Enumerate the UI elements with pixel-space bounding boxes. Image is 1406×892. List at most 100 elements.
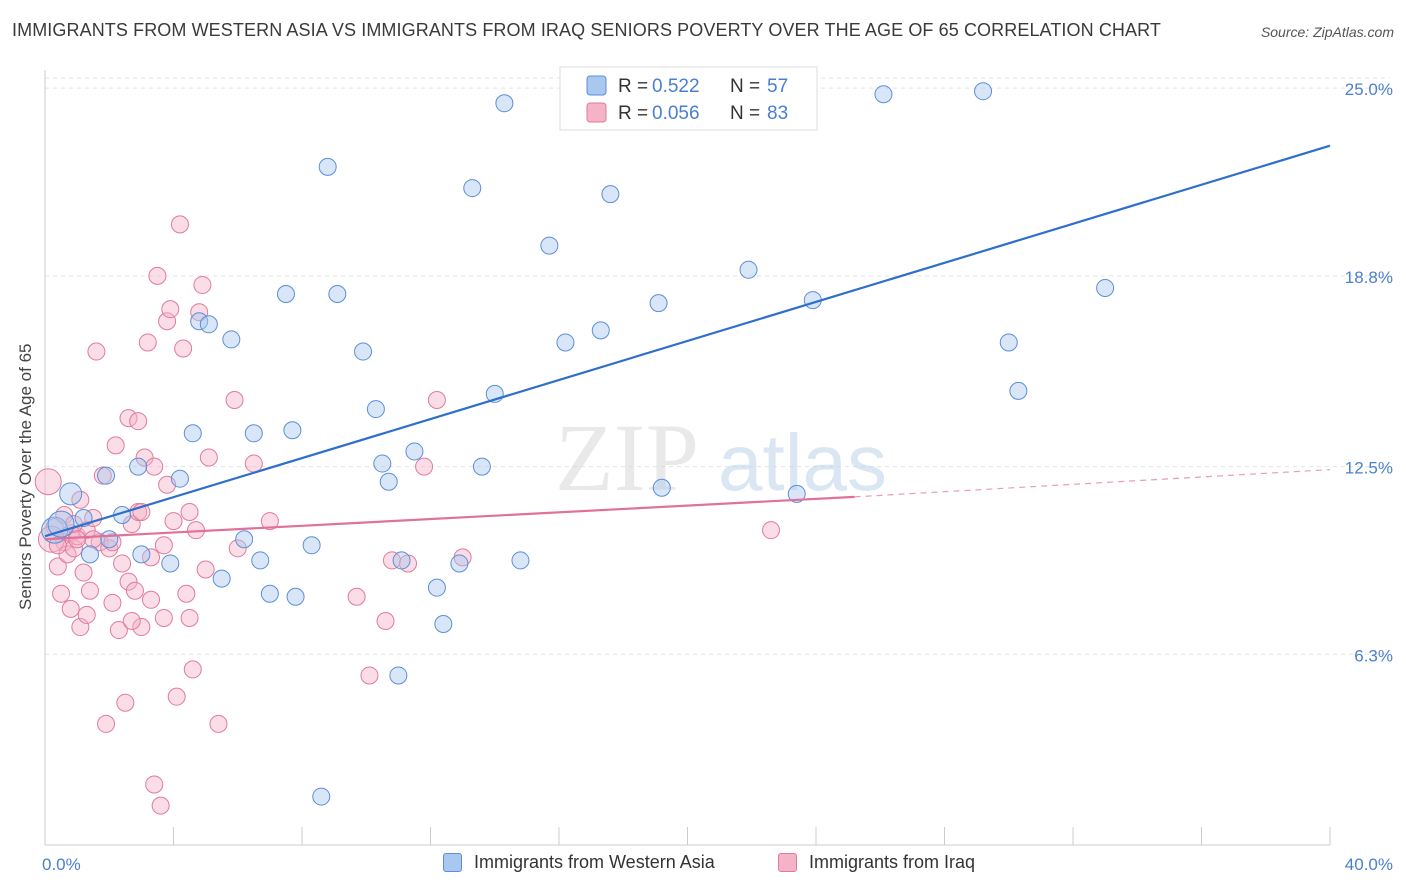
western-asia-point-19 [260,584,279,603]
iraq-point-34 [138,333,157,352]
iraq-point-59 [260,512,279,531]
iraq-point-3 [52,584,71,603]
western-asia-point-49 [787,484,806,503]
western-asia-point-44 [591,321,610,340]
iraq-point-66 [427,390,446,409]
western-asia-point-32 [392,551,411,570]
western-asia-point-15 [222,330,241,349]
western-asia-point-35 [434,615,453,634]
iraq-point-82 [142,548,161,567]
iraq-point-39 [151,796,170,815]
iraq-point-37 [145,775,164,794]
iraq-point-71 [84,530,103,549]
legend-r-value-pink: 0.056 [652,103,700,124]
iraq-point-65 [415,457,434,476]
watermark-atlas: atlas [718,418,887,507]
western-asia-point-34 [427,578,446,597]
legend-item-western-asia[interactable]: Immigrants from Western Asia [443,852,715,873]
western-asia-point-55 [1009,381,1028,400]
grid-lines [45,77,1390,655]
iraq-point-43 [161,300,180,319]
legend-n-label-pink: N = [730,103,760,124]
iraq-point-77 [154,536,173,555]
western-asia-point-7 [129,457,148,476]
legend-swatch-blue [586,75,607,96]
iraq-point-32 [132,618,151,637]
iraq-point-36 [145,457,164,476]
legend-r-label-blue: R = [618,76,648,97]
western-asia-point-10 [170,469,189,488]
iraq-point-68 [762,521,781,540]
western-asia-point-40 [495,94,514,113]
iraq-point-60 [347,587,366,606]
iraq-point-40 [154,608,173,627]
legend-swatch-iraq [778,853,797,872]
iraq-point-35 [142,590,161,609]
iraq-point-78 [180,502,199,521]
western-asia-point-14 [212,569,231,588]
legend-bottom: Immigrants from Western Asia Immigrants … [0,852,1406,878]
legend-label-western-asia: Immigrants from Western Asia [474,852,715,872]
legend-swatch-western-asia [443,853,462,872]
western-asia-point-11 [183,424,202,443]
iraq-point-81 [68,530,87,549]
western-asia-point-42 [540,236,559,255]
western-asia-point-45 [601,185,620,204]
iraq-point-56 [225,390,244,409]
iraq-point-55 [209,714,228,733]
iraq-point-45 [167,687,186,706]
watermark-zip: ZIP [555,404,699,511]
western-asia-point-54 [999,333,1018,352]
iraq-point-75 [77,605,96,624]
y-tick-label-0: 6.3% [1354,646,1393,665]
iraq-point-53 [193,275,212,294]
western-asia-point-25 [318,157,337,176]
western-asia-point-26 [328,285,347,304]
western-asia-point-30 [379,472,398,491]
western-asia-point-16 [235,530,254,549]
western-asia-point-17 [244,424,263,443]
iraq-point-48 [177,584,196,603]
western-asia-points [41,82,1115,806]
iraq-point-2 [48,557,67,576]
iraq-point-7 [61,599,80,618]
western-asia-point-18 [251,551,270,570]
legend-n-value-blue: 57 [767,76,788,97]
western-asia-point-52 [974,82,993,101]
iraq-point-49 [180,608,199,627]
iraq-point-41 [158,312,177,331]
western-asia-point-13 [199,315,218,334]
x-tick-label-1: 40.0% [1345,855,1393,874]
iraq-point-62 [376,611,395,630]
legend-r-value-blue: 0.522 [652,76,700,97]
western-asia-point-12 [190,312,209,331]
western-asia-point-2 [59,482,83,506]
legend-item-iraq[interactable]: Immigrants from Iraq [778,852,975,873]
legend-swatch-pink [586,102,607,123]
y-tick-label-2: 18.8% [1345,268,1393,287]
watermark: ZIP atlas [555,404,887,511]
western-asia-point-28 [366,400,385,419]
western-asia-point-37 [463,179,482,198]
legend-label-iraq: Immigrants from Iraq [809,852,976,872]
iraq-point-31 [129,412,148,431]
western-asia-point-46 [649,294,668,313]
iraq-point-24 [113,554,132,573]
western-asia-point-36 [450,554,469,573]
western-asia-point-38 [472,457,491,476]
iraq-point-79 [196,560,215,579]
iraq-trend-line [44,495,855,541]
iraq-point-25 [116,693,135,712]
western-asia-point-21 [283,421,302,440]
iraq-point-47 [174,339,193,358]
western-asia-point-22 [286,587,305,606]
iraq-point-19 [97,714,116,733]
iraq-point-76 [122,611,141,630]
iraq-point-27 [119,409,138,428]
legend-n-label-blue: N = [730,76,760,97]
western-asia-point-4 [97,466,116,485]
iraq-point-29 [125,581,144,600]
trend-lines [44,144,1331,541]
iraq-point-54 [199,448,218,467]
